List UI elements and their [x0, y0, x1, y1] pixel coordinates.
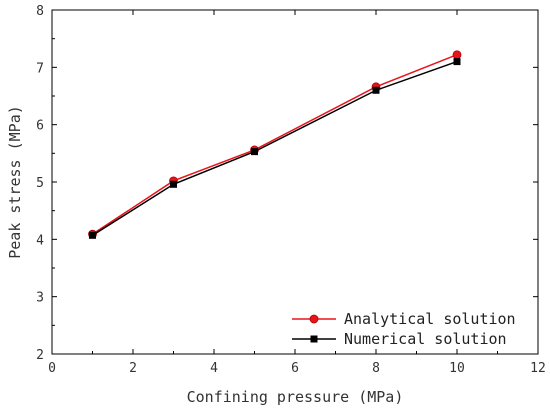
data-point [372, 86, 380, 94]
x-tick-label: 8 [372, 361, 380, 376]
series-analytical [88, 50, 462, 239]
x-tick-label: 10 [449, 361, 465, 376]
y-tick-label: 3 [36, 291, 44, 306]
data-point [453, 58, 461, 66]
x-tick-label: 4 [210, 361, 218, 376]
y-tick-label: 6 [36, 119, 44, 134]
plot-frame [51, 9, 539, 355]
y-tick-label: 8 [36, 4, 44, 19]
data-point [452, 50, 462, 60]
x-tick-label: 6 [291, 361, 299, 376]
y-tick-label: 7 [36, 61, 44, 76]
legend-item: Numerical solution [292, 330, 507, 348]
legend-item: Analytical solution [292, 310, 516, 328]
legend-swatch-marker [309, 314, 319, 324]
legend: Analytical solution Numerical solution [292, 310, 516, 348]
x-axis-title: Confining pressure (MPa) [187, 388, 404, 406]
data-point [89, 231, 96, 239]
data-point [251, 148, 258, 156]
x-tick-label: 0 [48, 361, 56, 376]
series-layer [88, 50, 462, 239]
legend-label: Analytical solution [344, 310, 516, 328]
y-tick-label: 4 [36, 233, 44, 248]
series-numerical [89, 58, 461, 239]
x-tick-label: 12 [530, 361, 546, 376]
series-line [92, 60, 458, 236]
y-axis-title: Peak stress (MPa) [6, 105, 24, 259]
x-tick-label: 2 [129, 361, 137, 376]
y-tick-label: 5 [36, 176, 44, 191]
data-point [170, 180, 177, 188]
y-tick-label: 2 [36, 348, 44, 363]
legend-label: Numerical solution [344, 330, 507, 348]
legend-swatch-marker [310, 335, 318, 343]
